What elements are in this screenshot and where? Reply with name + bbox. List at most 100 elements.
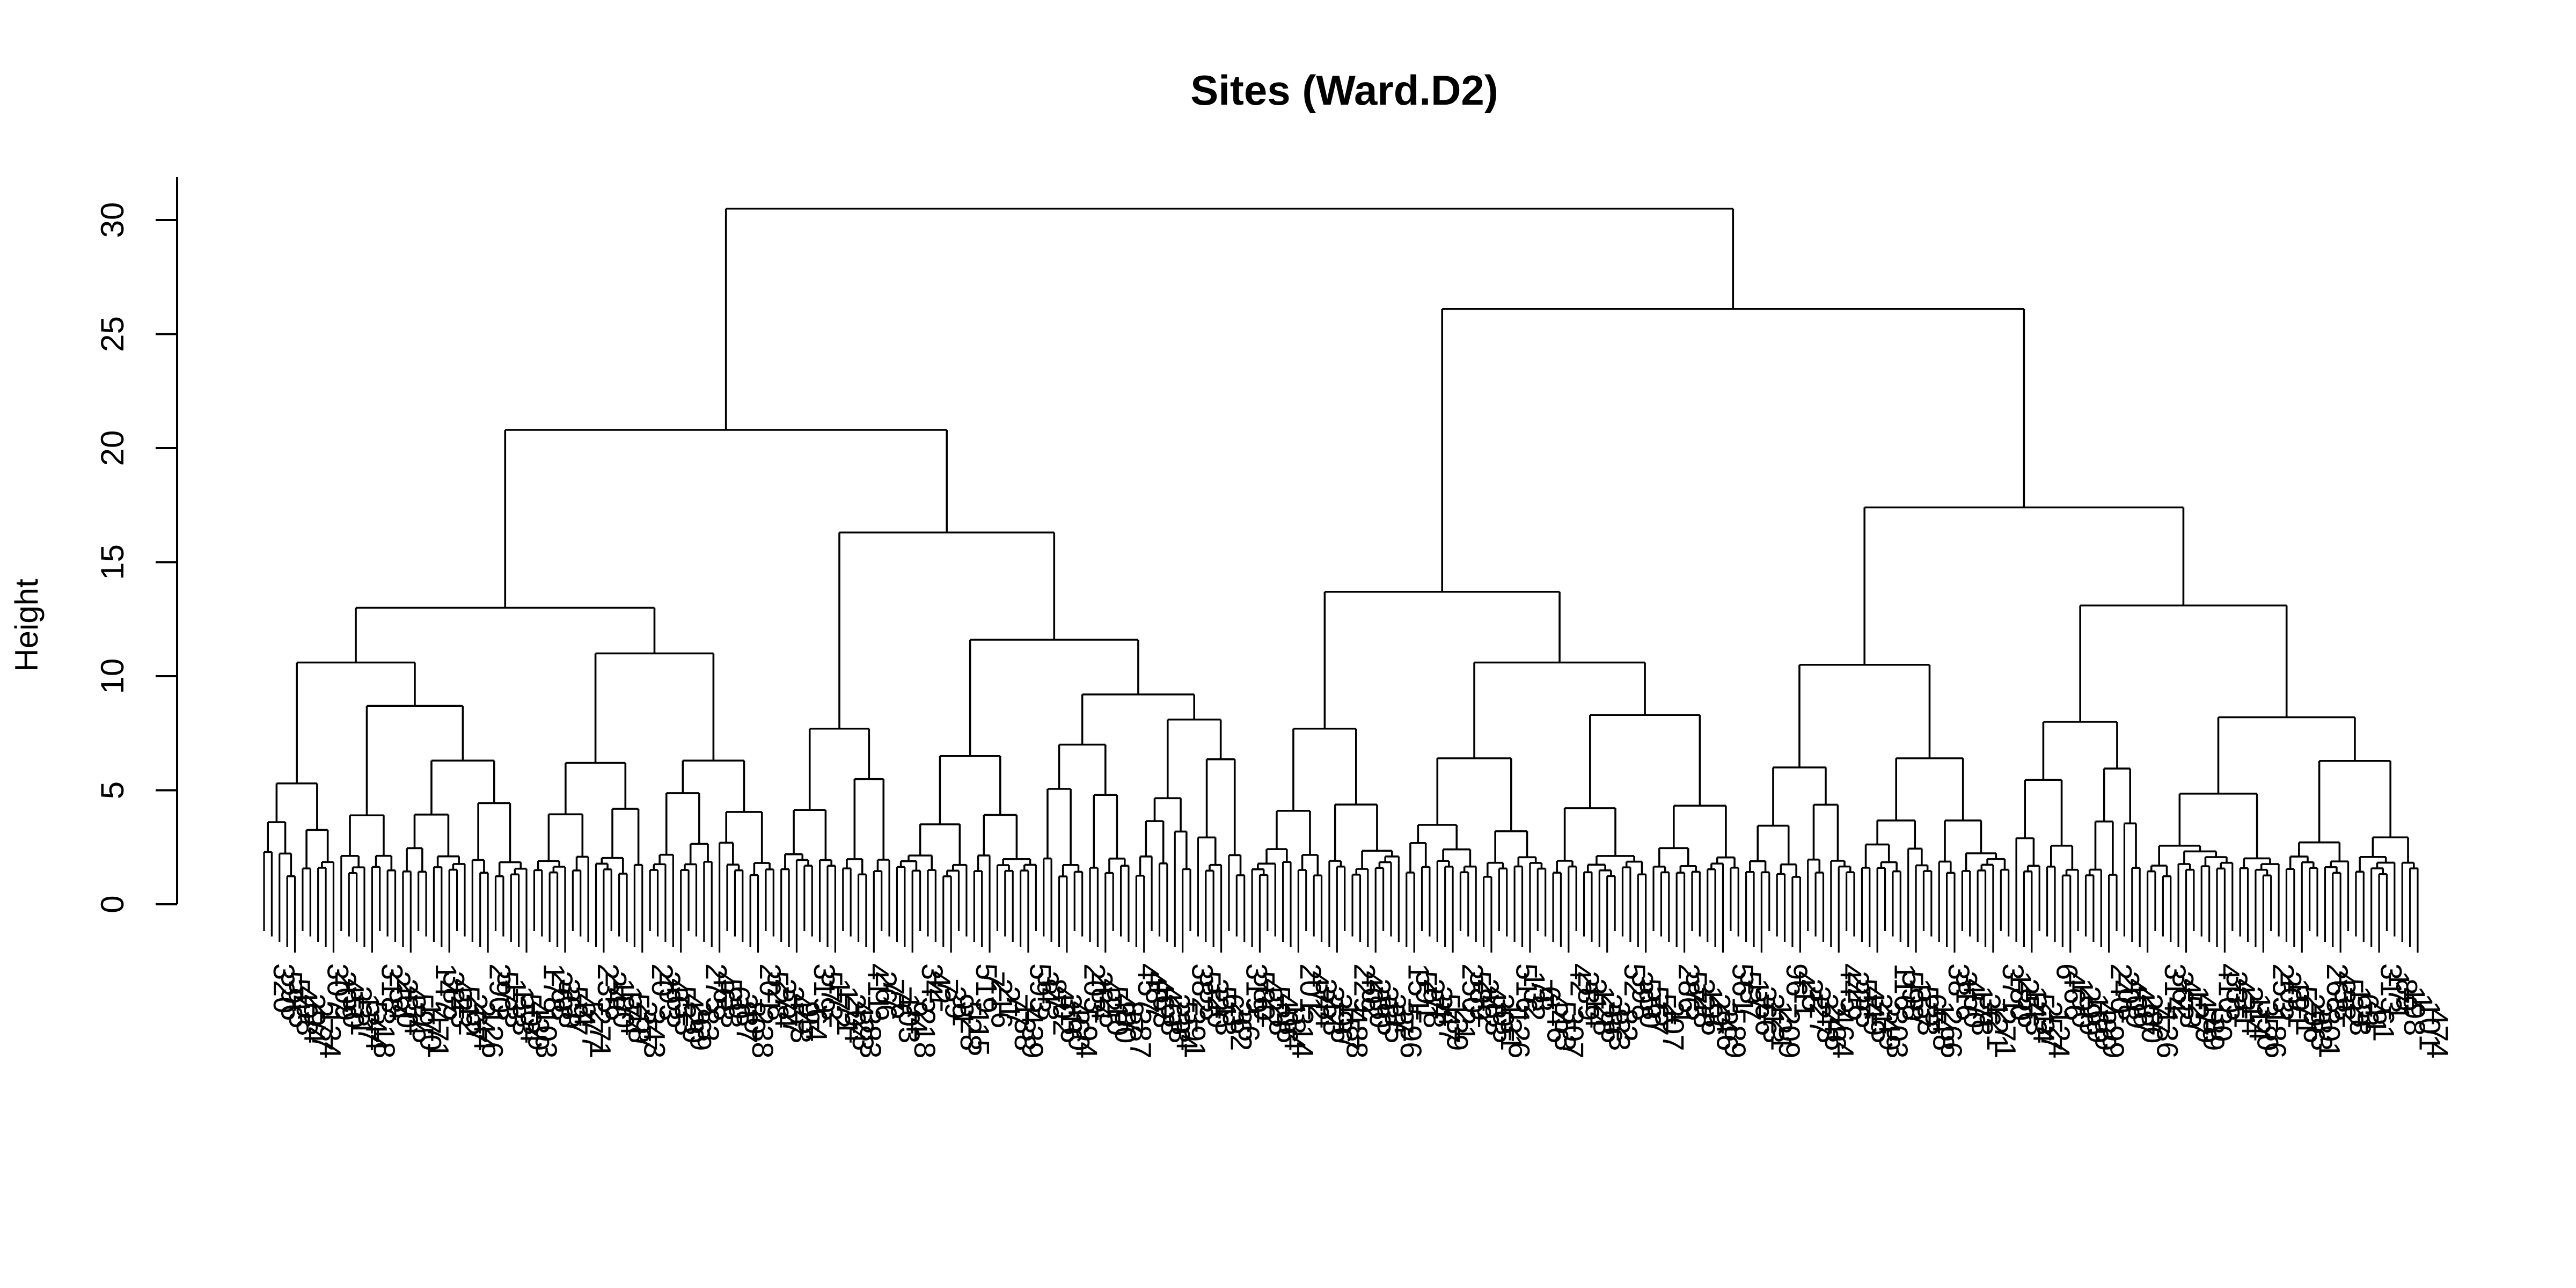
leaf-label: 589 (1463, 971, 1497, 1021)
leaf-label: 488 (1340, 1008, 1374, 1058)
leaf-label: 316 (1055, 993, 1088, 1043)
leaf-label: 445 (1834, 963, 1868, 1013)
leaf-label: 138 (1008, 1001, 1042, 1051)
leaf-label: 89 (2390, 978, 2424, 1012)
leaf-label: 246 (1711, 1001, 1745, 1051)
leaf-label: 519 (970, 963, 1004, 1013)
y-tick-label: 30 (94, 202, 130, 238)
leaf-label: 504 (514, 993, 548, 1043)
y-tick-label: 10 (94, 658, 130, 694)
leaf-label: 266 (869, 971, 903, 1021)
leaf-label: 114 (2243, 993, 2277, 1041)
leaf-label: 256 (2012, 978, 2046, 1028)
leaf-label: 547 (1433, 993, 1467, 1043)
leaf-label: 483 (1479, 986, 1513, 1036)
leaf-label: 25 (1796, 978, 1829, 1012)
leaf-label: 383 (854, 1008, 888, 1058)
leaf-label: 201 (1294, 963, 1328, 1013)
leaf-label: 29 (1703, 993, 1737, 1027)
leaf-label: 268 (545, 971, 579, 1021)
leaf-label: 487 (2127, 986, 2161, 1036)
leaf-label: 52 (1618, 963, 1652, 997)
leaf-label: 423 (846, 1001, 880, 1051)
leaf-label: 555 (1194, 971, 1227, 1021)
leaf-label: 533 (1912, 986, 1945, 1036)
leaf-label: 151 (1402, 963, 1436, 1013)
leaf-label: 398 (1626, 971, 1659, 1021)
leaf-label: 598 (1896, 971, 1930, 1021)
leaf-label: 76 (885, 986, 919, 1019)
leaf-label: 226 (1842, 971, 1876, 1021)
leaf-label: 555 (1850, 978, 1884, 1028)
leaf-label: 402 (1047, 986, 1081, 1036)
leaf-label: 115 (962, 1008, 996, 1056)
leaf-label: 423 (445, 978, 479, 1028)
leaf-label: 567 (1641, 986, 1675, 1036)
leaf-label: 178 (537, 963, 571, 1013)
leaf-label: 37 (1387, 1001, 1421, 1034)
leaf-label: 487 (1139, 971, 1173, 1021)
leaf-label: 36 (1973, 993, 2007, 1027)
leaf-label: 121 (1765, 1001, 1798, 1051)
leaf-label: 249 (1873, 1001, 1907, 1051)
leaf-label: 246 (599, 971, 633, 1021)
leaf-label: 343 (638, 1008, 671, 1058)
leaf-label: 335 (2220, 971, 2254, 1021)
leaf-label: 238 (746, 1008, 780, 1058)
leaf-label: 333 (1602, 1001, 1636, 1051)
leaf-label: 434 (399, 986, 433, 1036)
leaf-label: 128 (2344, 986, 2377, 1036)
leaf-label: 516 (1510, 963, 1544, 1013)
leaf-label: 20 (646, 963, 679, 997)
leaf-label: 331 (345, 986, 378, 1036)
leaf-label: 39 (939, 986, 972, 1019)
leaf-label: 190 (2066, 978, 2099, 1028)
leaf-label: 284 (1086, 971, 1119, 1021)
leaf-label: 561 (1726, 963, 1760, 1013)
leaf-label: 514 (2027, 993, 2061, 1043)
leaf-label: 262 (1225, 1001, 1258, 1051)
leaf-label: 453 (2174, 978, 2208, 1028)
leaf-label: 204 (838, 993, 872, 1043)
leaf-label: 65 (1919, 993, 1953, 1027)
leaf-label: 545 (283, 978, 317, 1028)
leaf-labels: 3205965454982942771343072094503311375443… (267, 963, 2455, 1058)
leaf-label: 244 (468, 1001, 502, 1051)
leaf-label: 269 (684, 1001, 718, 1051)
leaf-label: 293 (653, 971, 687, 1021)
leaf-label: 305 (1487, 993, 1521, 1043)
leaf-label: 257 (2035, 1001, 2069, 1051)
leaf-label: 271 (584, 1008, 618, 1058)
leaf-label: 518 (623, 993, 656, 1043)
leaf-label: 78 (1526, 978, 1560, 1012)
leaf-label: 137 (352, 993, 386, 1043)
leaf-label: 207 (1657, 1001, 1690, 1051)
leaf-label: 235 (591, 963, 625, 1013)
leaf-label: 345 (916, 963, 949, 1013)
leaf-label: 44 (568, 993, 602, 1027)
leaf-label: 580 (1248, 971, 1282, 1021)
leaf-label: 290 (484, 963, 517, 1013)
leaf-label: 7 (931, 978, 965, 995)
leaf-label: 449 (1857, 986, 1891, 1036)
leaf-label: 191 (2282, 978, 2316, 1028)
leaf-label: 203 (1078, 963, 1111, 1013)
leaf-label: 446 (1541, 993, 1575, 1043)
leaf-label: 315 (1865, 993, 1899, 1043)
leaf-label: 253 (2266, 963, 2300, 1013)
leaf-label: 299 (2074, 986, 2107, 1036)
leaf-label: 410 (2213, 963, 2246, 1013)
leaf-label: 201 (753, 963, 787, 1013)
leaf-label: 528 (762, 971, 795, 1021)
leaf-label: 124 (2043, 1008, 2076, 1058)
leaf-label: 385 (437, 971, 471, 1021)
leaf-label: 591 (1410, 971, 1444, 1021)
leaf-label: 77 (877, 978, 911, 1012)
y-tick-label: 25 (94, 316, 130, 352)
leaf-label: 431 (2228, 978, 2262, 1028)
leaf-label: 420 (676, 993, 710, 1043)
leaf-label: 314 (1286, 1008, 1320, 1058)
y-tick-label: 0 (94, 895, 130, 913)
leaf-label: 594 (1070, 1008, 1104, 1058)
